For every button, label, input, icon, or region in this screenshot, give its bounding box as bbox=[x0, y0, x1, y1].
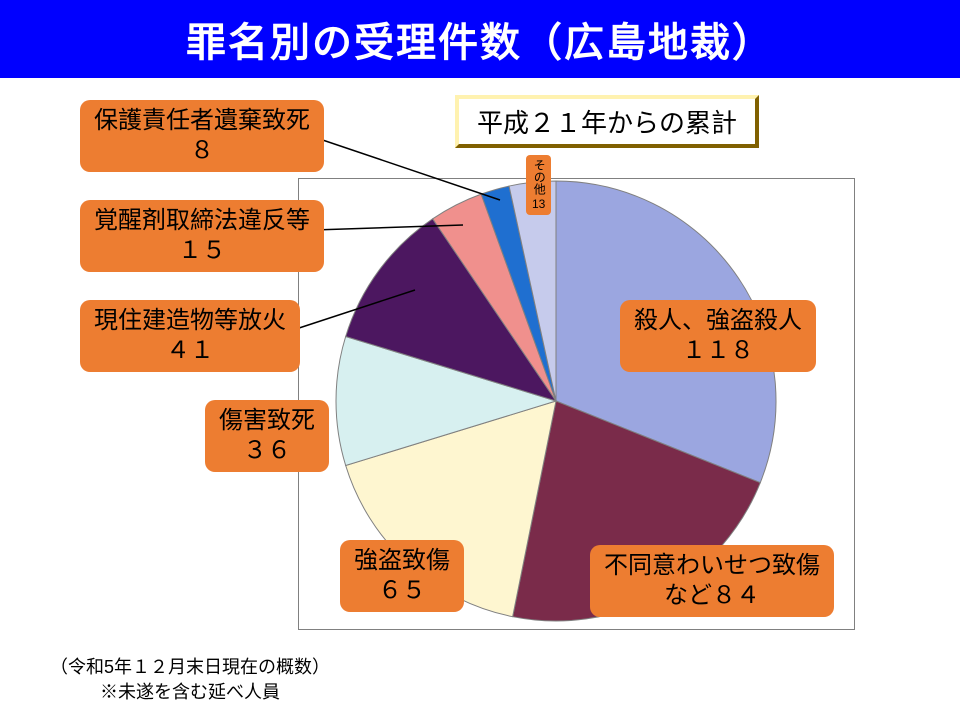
category-label-text: 不同意わいせつ致傷 bbox=[604, 552, 820, 579]
category-label: 殺人、強盗殺人 １１８ bbox=[620, 300, 816, 372]
category-label-value: ８ bbox=[190, 137, 214, 164]
category-label: 傷害致死 ３６ bbox=[205, 400, 329, 472]
category-label-text: 保護責任者遺棄致死 bbox=[94, 107, 310, 134]
label-other: その他 13 bbox=[526, 155, 551, 215]
footnote-line2: ※未遂を含む延べ人員 bbox=[100, 682, 280, 702]
subtitle-box: 平成２１年からの累計 bbox=[455, 95, 759, 148]
category-label-text: 現住建造物等放火 bbox=[94, 307, 286, 334]
footnote: （令和5年１２月末日現在の概数） ※未遂を含む延べ人員 bbox=[50, 655, 330, 705]
category-label: 覚醒剤取締法違反等 １５ bbox=[80, 200, 324, 272]
category-label: 保護責任者遺棄致死 ８ bbox=[80, 100, 324, 172]
footnote-line1: （令和5年１２月末日現在の概数） bbox=[50, 657, 330, 677]
category-label: 強盗致傷 ６５ bbox=[340, 540, 464, 612]
category-label-value: ３６ bbox=[243, 437, 291, 464]
category-label-text: 殺人、強盗殺人 bbox=[634, 307, 802, 334]
category-label-value: １１８ bbox=[682, 337, 754, 364]
label-other-text: その他 bbox=[532, 159, 545, 195]
category-label-value: など８４ bbox=[664, 582, 760, 609]
label-other-value: 13 bbox=[532, 197, 545, 211]
category-label-value: １５ bbox=[178, 237, 226, 264]
category-label: 不同意わいせつ致傷など８４ bbox=[590, 545, 834, 617]
page-title: 罪名別の受理件数（広島地裁） bbox=[0, 0, 960, 78]
category-label-value: ６５ bbox=[378, 577, 426, 604]
category-label-value: ４１ bbox=[166, 337, 214, 364]
category-label: 現住建造物等放火 ４１ bbox=[80, 300, 300, 372]
category-label-text: 覚醒剤取締法違反等 bbox=[94, 207, 310, 234]
category-label-text: 傷害致死 bbox=[219, 407, 315, 434]
category-label-text: 強盗致傷 bbox=[354, 547, 450, 574]
